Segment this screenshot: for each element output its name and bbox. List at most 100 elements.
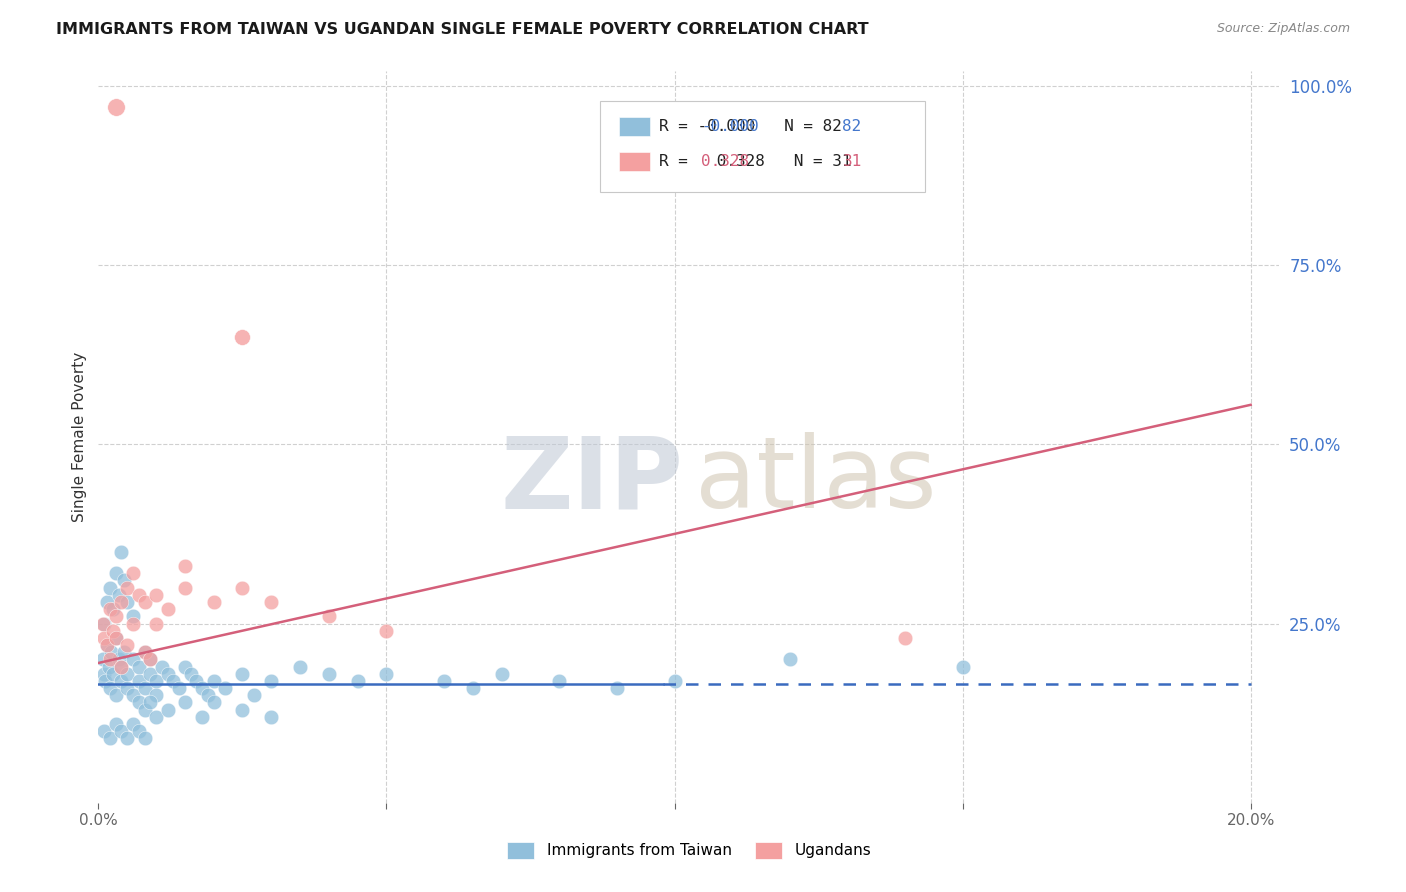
Point	[134, 645, 156, 659]
Point	[101, 666, 124, 681]
Point	[93, 666, 115, 681]
Point	[128, 659, 150, 673]
FancyBboxPatch shape	[600, 101, 925, 192]
Point	[173, 659, 195, 673]
Point	[318, 609, 340, 624]
Point	[375, 624, 398, 638]
Point	[91, 652, 114, 666]
Point	[98, 602, 121, 616]
Legend: Immigrants from Taiwan, Ugandans: Immigrants from Taiwan, Ugandans	[501, 836, 877, 864]
Point	[318, 666, 340, 681]
Point	[96, 638, 118, 652]
Point	[461, 681, 484, 695]
Point	[156, 702, 179, 716]
Point	[110, 673, 132, 688]
Point	[91, 616, 114, 631]
Point	[139, 666, 162, 681]
Point	[134, 681, 156, 695]
Point	[894, 631, 917, 645]
Point	[145, 588, 167, 602]
Point	[491, 666, 513, 681]
Point	[145, 673, 167, 688]
Point	[110, 659, 132, 673]
Point	[110, 545, 132, 559]
Point	[145, 688, 167, 702]
Point	[98, 731, 121, 746]
Point	[375, 666, 398, 681]
Point	[173, 695, 195, 709]
Point	[104, 631, 127, 645]
Point	[288, 659, 311, 673]
Y-axis label: Single Female Poverty: Single Female Poverty	[72, 352, 87, 522]
Point	[134, 645, 156, 659]
Point	[173, 581, 195, 595]
Point	[94, 673, 117, 688]
Point	[231, 666, 253, 681]
Point	[122, 609, 145, 624]
Point	[128, 724, 150, 739]
Text: 0.328: 0.328	[700, 153, 749, 169]
Point	[93, 616, 115, 631]
Point	[134, 702, 156, 716]
Point	[96, 638, 118, 652]
Point	[145, 616, 167, 631]
Point	[191, 681, 214, 695]
Point	[197, 688, 219, 702]
Point	[186, 673, 208, 688]
Point	[231, 329, 253, 343]
Point	[156, 602, 179, 616]
Point	[104, 717, 127, 731]
Point	[115, 681, 138, 695]
Text: IMMIGRANTS FROM TAIWAN VS UGANDAN SINGLE FEMALE POVERTY CORRELATION CHART: IMMIGRANTS FROM TAIWAN VS UGANDAN SINGLE…	[56, 22, 869, 37]
Point	[104, 631, 127, 645]
Point	[139, 652, 162, 666]
Point	[202, 695, 225, 709]
Point	[162, 673, 184, 688]
FancyBboxPatch shape	[619, 152, 650, 171]
Point	[134, 731, 156, 746]
Point	[104, 100, 127, 114]
Point	[231, 581, 253, 595]
Point	[346, 673, 368, 688]
Point	[139, 652, 162, 666]
Point	[101, 602, 124, 616]
FancyBboxPatch shape	[619, 117, 650, 136]
Point	[150, 659, 173, 673]
Point	[107, 652, 129, 666]
Point	[93, 724, 115, 739]
Text: atlas: atlas	[695, 433, 936, 530]
Point	[145, 710, 167, 724]
Point	[952, 659, 974, 673]
Point	[606, 681, 628, 695]
Point	[122, 616, 145, 631]
Point	[112, 574, 135, 588]
Point	[128, 673, 150, 688]
Point	[548, 673, 571, 688]
Point	[104, 566, 127, 581]
Point	[134, 595, 156, 609]
Point	[260, 595, 283, 609]
Text: -0.000: -0.000	[700, 119, 758, 134]
Point	[664, 673, 686, 688]
Point	[98, 652, 121, 666]
Point	[98, 581, 121, 595]
Point	[115, 595, 138, 609]
Text: R = -0.000   N = 82: R = -0.000 N = 82	[659, 119, 842, 134]
Text: R =   0.328   N = 31: R = 0.328 N = 31	[659, 153, 852, 169]
Point	[231, 702, 253, 716]
Point	[104, 609, 127, 624]
Text: 31: 31	[842, 153, 862, 169]
Point	[128, 588, 150, 602]
Point	[122, 688, 145, 702]
Point	[96, 595, 118, 609]
Point	[115, 581, 138, 595]
Point	[115, 731, 138, 746]
Point	[107, 588, 129, 602]
Point	[122, 566, 145, 581]
Point	[115, 638, 138, 652]
Point	[139, 695, 162, 709]
Point	[115, 666, 138, 681]
Point	[191, 710, 214, 724]
Point	[156, 666, 179, 681]
Point	[112, 645, 135, 659]
